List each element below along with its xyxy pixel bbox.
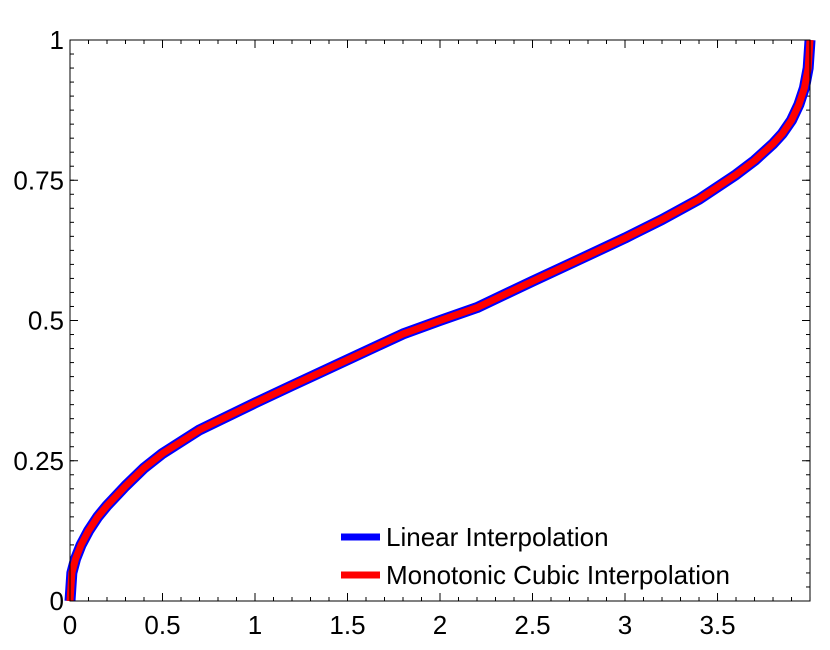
- y-tick-labels: 0 0.25 0.5 0.75 1: [13, 25, 64, 616]
- legend: Linear Interpolation Monotonic Cubic Int…: [341, 522, 730, 590]
- y-tick-label: 0.5: [28, 306, 64, 336]
- x-tick-label: 0.5: [144, 610, 180, 640]
- y-tick-label: 0.75: [13, 165, 64, 195]
- axes-frame: [69, 39, 811, 602]
- x-tick-label: 3.5: [699, 610, 735, 640]
- x-tick-label: 2.5: [514, 610, 550, 640]
- y-tick-label: 0.25: [13, 446, 64, 476]
- axis-ticks: [69, 39, 811, 602]
- legend-label-cubic: Monotonic Cubic Interpolation: [386, 560, 730, 590]
- data-lines: [64, 39, 816, 602]
- x-tick-label: 1: [248, 610, 262, 640]
- x-tick-label: 1.5: [329, 610, 365, 640]
- x-tick-label: 3: [618, 610, 632, 640]
- x-tick-labels: 0 0.5 1 1.5 2 2.5 3 3.5: [63, 610, 736, 640]
- y-tick-label: 1: [50, 25, 64, 55]
- legend-label-linear: Linear Interpolation: [386, 522, 609, 552]
- x-tick-label: 2: [433, 610, 447, 640]
- series-line-cubic: [66, 39, 814, 602]
- x-tick-label: 0: [63, 610, 77, 640]
- y-tick-label: 0: [50, 586, 64, 616]
